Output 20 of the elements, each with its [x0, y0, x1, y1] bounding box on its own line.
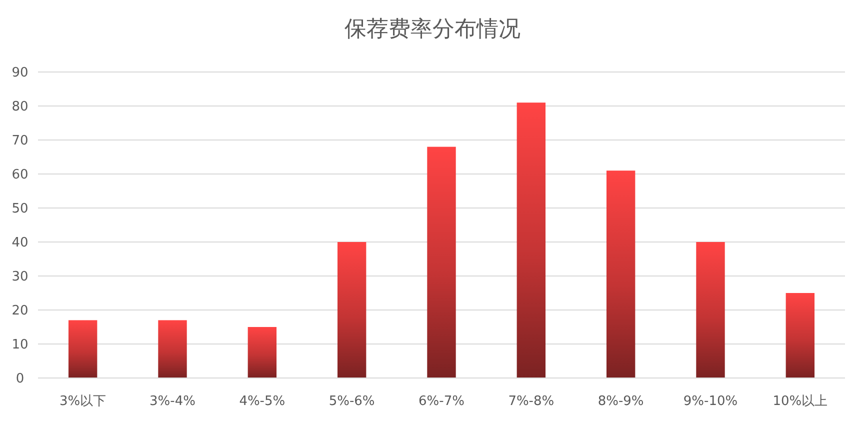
y-tick-label: 70 — [12, 134, 28, 148]
x-tick-label: 3%-4% — [150, 394, 196, 409]
x-tick-label: 4%-5% — [239, 394, 286, 409]
y-tick-label: 50 — [12, 202, 28, 216]
x-tick-label: 8%-9% — [598, 394, 644, 409]
x-tick-label: 6%-7% — [418, 394, 464, 409]
y-tick-label: 20 — [12, 304, 28, 318]
x-tick-label: 9%-10% — [683, 394, 738, 409]
y-tick-label: 10 — [12, 338, 28, 352]
x-tick-label: 10%以上 — [772, 394, 828, 409]
y-tick-label: 30 — [12, 270, 28, 284]
x-tick-label: 7%-8% — [508, 394, 554, 409]
x-tick-label: 5%-6% — [328, 394, 375, 409]
y-tick-label: 90 — [12, 66, 28, 80]
chart-title: 保荐费率分布情况 — [344, 17, 520, 42]
x-tick-label: 3%以下 — [60, 394, 106, 409]
y-tick-label: 60 — [12, 168, 28, 182]
y-tick-label: 80 — [12, 100, 28, 114]
y-tick-label: 40 — [12, 236, 28, 250]
y-tick-label: 0 — [16, 372, 24, 386]
